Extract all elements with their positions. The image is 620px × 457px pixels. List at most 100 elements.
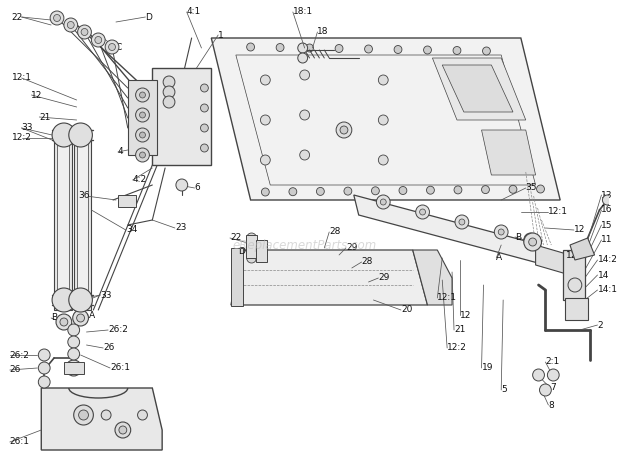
- Circle shape: [298, 53, 308, 63]
- Circle shape: [73, 310, 89, 326]
- Polygon shape: [246, 235, 257, 258]
- Bar: [77, 138, 89, 307]
- Circle shape: [247, 233, 257, 243]
- Circle shape: [140, 112, 146, 118]
- Text: 18:1: 18:1: [293, 7, 313, 16]
- Circle shape: [200, 124, 208, 132]
- Circle shape: [378, 155, 388, 165]
- Text: 26: 26: [10, 366, 21, 374]
- Polygon shape: [42, 388, 162, 450]
- Polygon shape: [442, 65, 513, 112]
- Circle shape: [524, 233, 538, 247]
- Circle shape: [260, 75, 270, 85]
- Polygon shape: [153, 68, 211, 165]
- Circle shape: [380, 199, 386, 205]
- Circle shape: [200, 104, 208, 112]
- Text: 26:2: 26:2: [108, 325, 128, 335]
- Text: 34: 34: [126, 225, 137, 234]
- Circle shape: [69, 288, 92, 312]
- Circle shape: [53, 15, 60, 21]
- Circle shape: [378, 115, 388, 125]
- Circle shape: [64, 18, 78, 32]
- Text: 4: 4: [118, 148, 123, 156]
- Circle shape: [108, 43, 115, 51]
- Text: 2: 2: [598, 320, 603, 329]
- Circle shape: [38, 376, 50, 388]
- Circle shape: [68, 324, 79, 336]
- Circle shape: [66, 360, 82, 376]
- Bar: [54, 135, 72, 310]
- Circle shape: [136, 148, 149, 162]
- Circle shape: [498, 229, 504, 235]
- Text: 13: 13: [601, 191, 613, 200]
- Polygon shape: [536, 245, 570, 275]
- Text: C: C: [255, 255, 262, 265]
- Bar: [57, 138, 69, 307]
- Circle shape: [536, 185, 544, 193]
- Circle shape: [299, 150, 309, 160]
- Circle shape: [79, 410, 89, 420]
- Circle shape: [260, 115, 270, 125]
- Text: 36: 36: [79, 191, 90, 200]
- Circle shape: [68, 348, 79, 360]
- Text: 21: 21: [39, 112, 51, 122]
- Circle shape: [394, 46, 402, 53]
- Polygon shape: [563, 250, 585, 300]
- Text: 26:1: 26:1: [110, 363, 130, 372]
- Circle shape: [78, 25, 91, 39]
- Circle shape: [306, 44, 314, 52]
- Circle shape: [50, 11, 64, 25]
- Text: 5: 5: [501, 386, 507, 394]
- Polygon shape: [128, 80, 157, 155]
- Circle shape: [399, 186, 407, 195]
- Text: 12:1: 12:1: [437, 293, 458, 303]
- Circle shape: [299, 70, 309, 80]
- Circle shape: [115, 422, 131, 438]
- Circle shape: [200, 84, 208, 92]
- Circle shape: [91, 33, 105, 47]
- Circle shape: [415, 205, 430, 219]
- Circle shape: [547, 369, 559, 381]
- Circle shape: [247, 43, 255, 51]
- Text: 16: 16: [601, 206, 613, 214]
- Circle shape: [260, 155, 270, 165]
- Text: 11: 11: [601, 235, 613, 244]
- Text: 18: 18: [317, 27, 329, 37]
- Circle shape: [247, 253, 257, 263]
- Circle shape: [299, 110, 309, 120]
- Circle shape: [38, 349, 50, 361]
- Text: 29: 29: [378, 273, 390, 282]
- Bar: [118, 195, 136, 207]
- Text: 15: 15: [601, 220, 613, 229]
- Circle shape: [163, 86, 175, 98]
- Circle shape: [494, 225, 508, 239]
- Circle shape: [539, 384, 551, 396]
- Text: 23: 23: [175, 223, 186, 233]
- Text: 12:1: 12:1: [548, 207, 569, 217]
- Circle shape: [69, 123, 92, 147]
- Circle shape: [376, 195, 390, 209]
- Text: 12:2: 12:2: [566, 250, 586, 260]
- Circle shape: [316, 187, 324, 196]
- Circle shape: [533, 369, 544, 381]
- Polygon shape: [255, 240, 267, 262]
- Text: 22: 22: [12, 12, 23, 21]
- Circle shape: [95, 37, 102, 43]
- Text: 2:1: 2:1: [546, 357, 560, 367]
- Text: 4:1: 4:1: [187, 7, 201, 16]
- Text: C: C: [116, 43, 122, 53]
- Polygon shape: [354, 195, 546, 265]
- Circle shape: [101, 410, 111, 420]
- Text: A: A: [89, 310, 95, 319]
- Circle shape: [262, 188, 269, 196]
- Text: 6: 6: [195, 184, 200, 192]
- Text: 1: 1: [218, 31, 224, 39]
- Circle shape: [524, 233, 541, 251]
- Text: 12: 12: [574, 225, 585, 234]
- Text: 26: 26: [103, 344, 115, 352]
- Circle shape: [455, 215, 469, 229]
- Text: 4:2: 4:2: [133, 175, 147, 185]
- Circle shape: [454, 186, 462, 194]
- Text: 26:2: 26:2: [10, 351, 30, 360]
- Circle shape: [459, 219, 465, 225]
